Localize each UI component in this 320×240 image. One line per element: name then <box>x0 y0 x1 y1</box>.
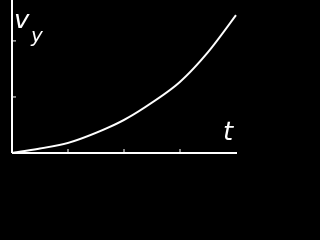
data-line <box>11 14 237 154</box>
page: {"chart_data": {"type": "line", "ylabel"… <box>0 0 237 168</box>
background <box>0 0 237 168</box>
y-axis-label: v <box>14 5 30 35</box>
chart: v y t <box>0 0 237 168</box>
y-axis-label-subscript: y <box>30 23 44 47</box>
x-axis-label: t <box>223 117 234 147</box>
